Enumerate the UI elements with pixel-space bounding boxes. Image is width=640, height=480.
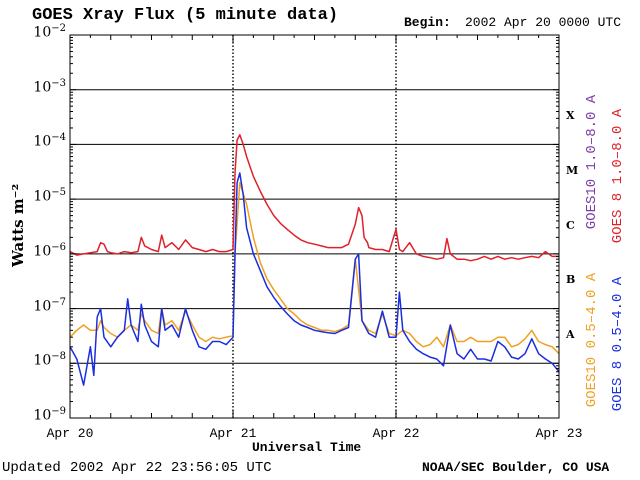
series-lines (69, 134, 560, 386)
flare-class-label: C (566, 218, 575, 232)
legend-entry: GOES 8 1.0–8.0 A (610, 108, 626, 244)
flare-class-label: X (566, 109, 575, 123)
chart-title: GOES Xray Flux (5 minute data) (32, 6, 339, 25)
x-tick-label: Apr 23 (535, 426, 583, 441)
y-tick-label: 10−6 (33, 241, 66, 260)
updated-value: 2002 Apr 22 23:56:05 UTC (70, 460, 272, 476)
y-tick-label: 10−3 (33, 77, 66, 96)
axis-ticks (69, 35, 560, 419)
day-dividers (232, 35, 397, 418)
series-line-1 (69, 181, 560, 355)
flare-class-label: A (566, 327, 575, 341)
series-line-2 (69, 172, 560, 386)
flare-class-label: B (566, 273, 576, 287)
credit-text: NOAA/SEC Boulder, CO USA (422, 460, 610, 475)
legend-entry: GOES10 1.0–8.0 A (584, 94, 600, 230)
x-tick-label: Apr 22 (372, 426, 420, 441)
y-tick-label: 10−5 (33, 187, 66, 205)
updated-label: Updated (2, 460, 61, 476)
y-axis-label: Watts m⁻² (9, 183, 27, 267)
y-tick-label: 10−2 (33, 23, 66, 41)
y-tick-label: 10−9 (33, 406, 66, 424)
series-line-0 (69, 134, 559, 262)
y-tick-label: 10−8 (33, 351, 66, 369)
grid-lines (70, 34, 559, 419)
begin-label: Begin: (404, 15, 451, 30)
flare-class-label: M (566, 163, 579, 177)
x-tick-label: Apr 20 (46, 426, 94, 441)
begin-value: 2002 Apr 20 0000 UTC (465, 15, 622, 30)
plot-frame (69, 34, 560, 419)
legend-entry: GOES 8 0.5–4.0 A (610, 276, 626, 412)
y-tick-label: 10−7 (33, 296, 66, 315)
legend-entry: GOES10 0.5–4.0 A (584, 272, 600, 408)
y-tick-label: 10−4 (33, 132, 66, 151)
x-axis-label: Universal Time (252, 440, 362, 455)
x-tick-label: Apr 21 (209, 426, 257, 441)
